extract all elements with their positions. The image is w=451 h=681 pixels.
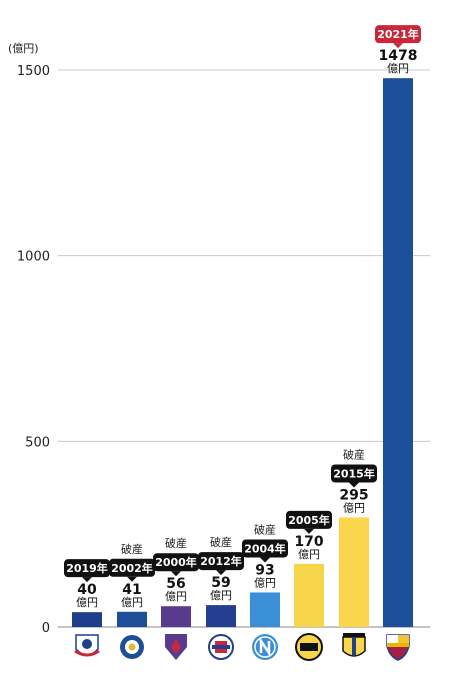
bar-value-label: 295 [339,487,368,503]
bar-value-unit: 億円 [165,590,187,603]
bar [117,611,147,627]
bar-value-unit: 億円 [121,596,143,609]
crest-letter [259,636,271,658]
bar [161,606,191,627]
crest-top-left [387,635,398,643]
bar-value-label: 59 [211,575,230,591]
year-badge-pointer [304,528,314,534]
bar-value-label: 40 [77,582,97,598]
bolton-wanderers-crest-icon [74,634,100,657]
bar [206,605,236,627]
bankruptcy-note: 破産 [121,542,143,556]
bar [383,78,413,628]
year-badge-bg [64,559,110,578]
year-badge-bg [286,510,332,529]
year-badge: 2000年 [153,553,199,577]
bar-value-unit: 億円 [254,576,276,589]
bar-labels: 億円402019年億円412002年破産億円562000年破産億円592012年… [64,25,421,609]
bankruptcy-note: 破産 [343,447,365,461]
year-badge: 2002年 [109,558,155,582]
y-tick-label: 1500 [17,64,50,79]
year-badge-bg [153,553,199,572]
bar-value-unit: 億円 [76,596,98,609]
bar [294,563,324,627]
bar-value-label: 41 [122,582,141,598]
bar-value-label: 93 [255,562,274,578]
y-axis-ticks: 0 500 1000 1500 [17,64,50,636]
year-badge: 2015年 [331,464,377,488]
year-badge-label: 2015年 [333,466,375,480]
fiorentina-crest-icon [165,634,187,660]
crest-band [387,643,409,647]
napoli-crest-icon [252,634,278,660]
crest-ball [82,639,92,649]
year-badge-label: 2004年 [244,541,286,555]
bar-value-label: 56 [166,576,185,592]
crest-fox [128,643,136,651]
year-badge-pointer [349,482,359,488]
bankruptcy-note: 破産 [210,535,232,549]
y-tick-label: 1000 [17,250,50,265]
bankruptcy-note: 破産 [254,522,276,536]
year-badge-label: 2002年 [111,561,153,575]
crest-header [343,633,365,637]
year-badge: 2005年 [286,510,332,534]
year-badge-pointer [260,557,270,563]
bar [250,592,280,627]
leicester-city-crest-icon [120,635,144,659]
year-badge-pointer [216,570,226,576]
year-badge-label: 2021年 [377,27,419,41]
year-badge-bg [109,558,155,577]
year-badge-pointer [127,576,137,582]
year-badge-pointer [82,577,92,583]
y-tick-label: 500 [25,435,50,450]
year-badge-bg [375,25,421,44]
bankruptcy-note: 破産 [165,536,187,550]
borussia-dortmund-crest-icon [295,633,323,661]
bars [72,78,413,628]
year-badge-bg [198,552,244,571]
rangers-crest-icon [208,634,234,660]
bar [72,612,102,627]
club-crests [74,633,410,661]
y-tick-label: 0 [42,621,50,636]
year-badge: 2012年 [198,552,244,576]
crest-cross [352,637,356,655]
crest-band [300,643,318,651]
bar-value-unit: 億円 [387,62,409,75]
crest-lily [171,639,181,654]
year-badge-bg [242,539,288,558]
bar-value-label: 170 [294,534,323,550]
crest-ribbon [74,649,100,657]
y-axis-unit-label: (億円) [8,42,39,55]
bar-value-label: 1478 [379,48,418,64]
year-badge-bg [331,464,377,483]
year-badge: 2019年 [64,559,110,583]
bar [339,517,369,627]
year-badge-pointer [393,43,403,49]
year-badge-label: 2012年 [200,554,242,568]
crest-top-right [398,635,409,643]
fc-barcelona-crest-icon [386,634,410,661]
bar-value-unit: 億円 [210,589,232,602]
year-badge-label: 2005年 [288,513,330,527]
year-badge-label: 2019年 [66,561,108,575]
year-badge: 2021年 [375,25,421,49]
crest-inner-ring [254,636,276,658]
year-badge: 2004年 [242,539,288,563]
bar-value-unit: 億円 [298,548,320,561]
bar-value-unit: 億円 [343,501,365,514]
parma-crest-icon [342,633,366,657]
year-badge-pointer [171,571,181,577]
crest-band [212,645,230,649]
year-badge-label: 2000年 [155,555,197,569]
